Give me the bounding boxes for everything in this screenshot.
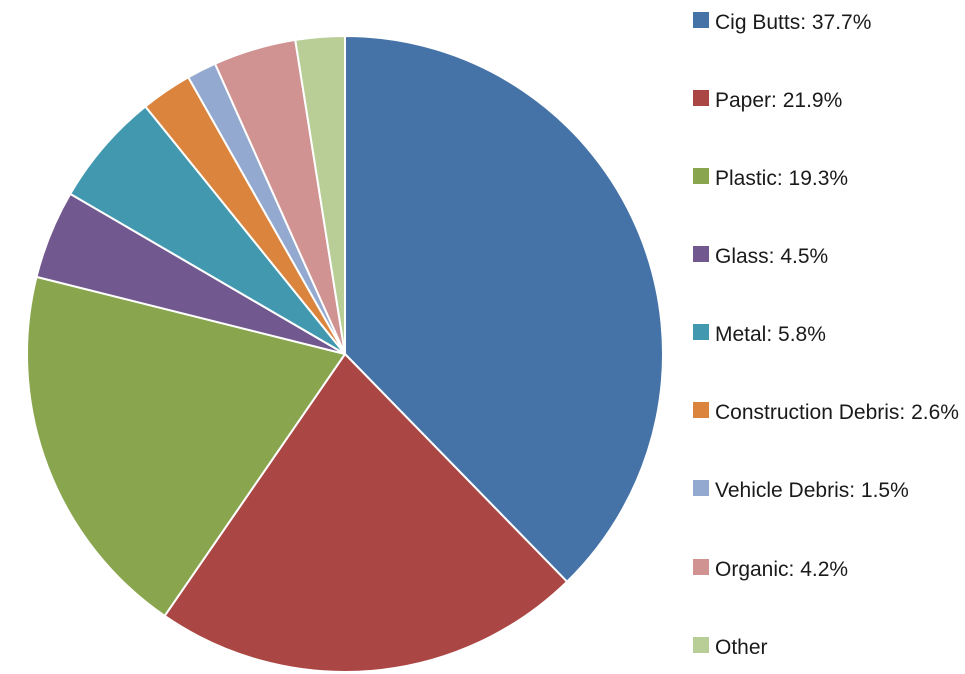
legend-label: Glass: 4.5% bbox=[715, 245, 829, 268]
legend-swatch bbox=[693, 324, 709, 340]
legend-item-other: Other bbox=[693, 633, 963, 662]
legend-item-paper: Paper: 21.9% bbox=[693, 86, 963, 115]
legend-swatch bbox=[693, 12, 709, 28]
legend-swatch bbox=[693, 637, 709, 653]
legend-swatch bbox=[693, 559, 709, 575]
pie-slice-other bbox=[294, 35, 346, 355]
legend-item-cig-butts: Cig Butts: 37.7% bbox=[693, 8, 963, 37]
legend-item-organic: Organic: 4.2% bbox=[693, 555, 963, 584]
legend-item-glass: Glass: 4.5% bbox=[693, 242, 963, 271]
legend-swatch bbox=[693, 90, 709, 106]
legend-label: Vehicle Debris: 1.5% bbox=[715, 479, 909, 502]
legend-label: Paper: 21.9% bbox=[715, 89, 843, 112]
legend-label: Cig Butts: 37.7% bbox=[715, 11, 872, 34]
legend-item-construction-debris: Construction Debris: 2.6% bbox=[693, 398, 963, 427]
legend-label: Plastic: 19.3% bbox=[715, 167, 849, 190]
pie-slice-plastic bbox=[26, 275, 346, 617]
legend-label: Metal: 5.8% bbox=[715, 323, 826, 346]
pie-slice-cig-butts bbox=[344, 35, 664, 583]
legend-item-metal: Metal: 5.8% bbox=[693, 320, 963, 349]
legend-label: Organic: 4.2% bbox=[715, 558, 849, 581]
pie-slice-paper bbox=[163, 353, 569, 673]
legend-item-vehicle-debris: Vehicle Debris: 1.5% bbox=[693, 476, 963, 505]
legend-swatch bbox=[693, 402, 709, 418]
legend-item-plastic: Plastic: 19.3% bbox=[693, 164, 963, 193]
legend-swatch bbox=[693, 168, 709, 184]
pie-slices bbox=[26, 35, 664, 673]
legend-swatch bbox=[693, 480, 709, 496]
legend-label: Other bbox=[715, 636, 768, 659]
legend-swatch bbox=[693, 246, 709, 262]
legend-label: Construction Debris: 2.6% bbox=[715, 401, 959, 424]
